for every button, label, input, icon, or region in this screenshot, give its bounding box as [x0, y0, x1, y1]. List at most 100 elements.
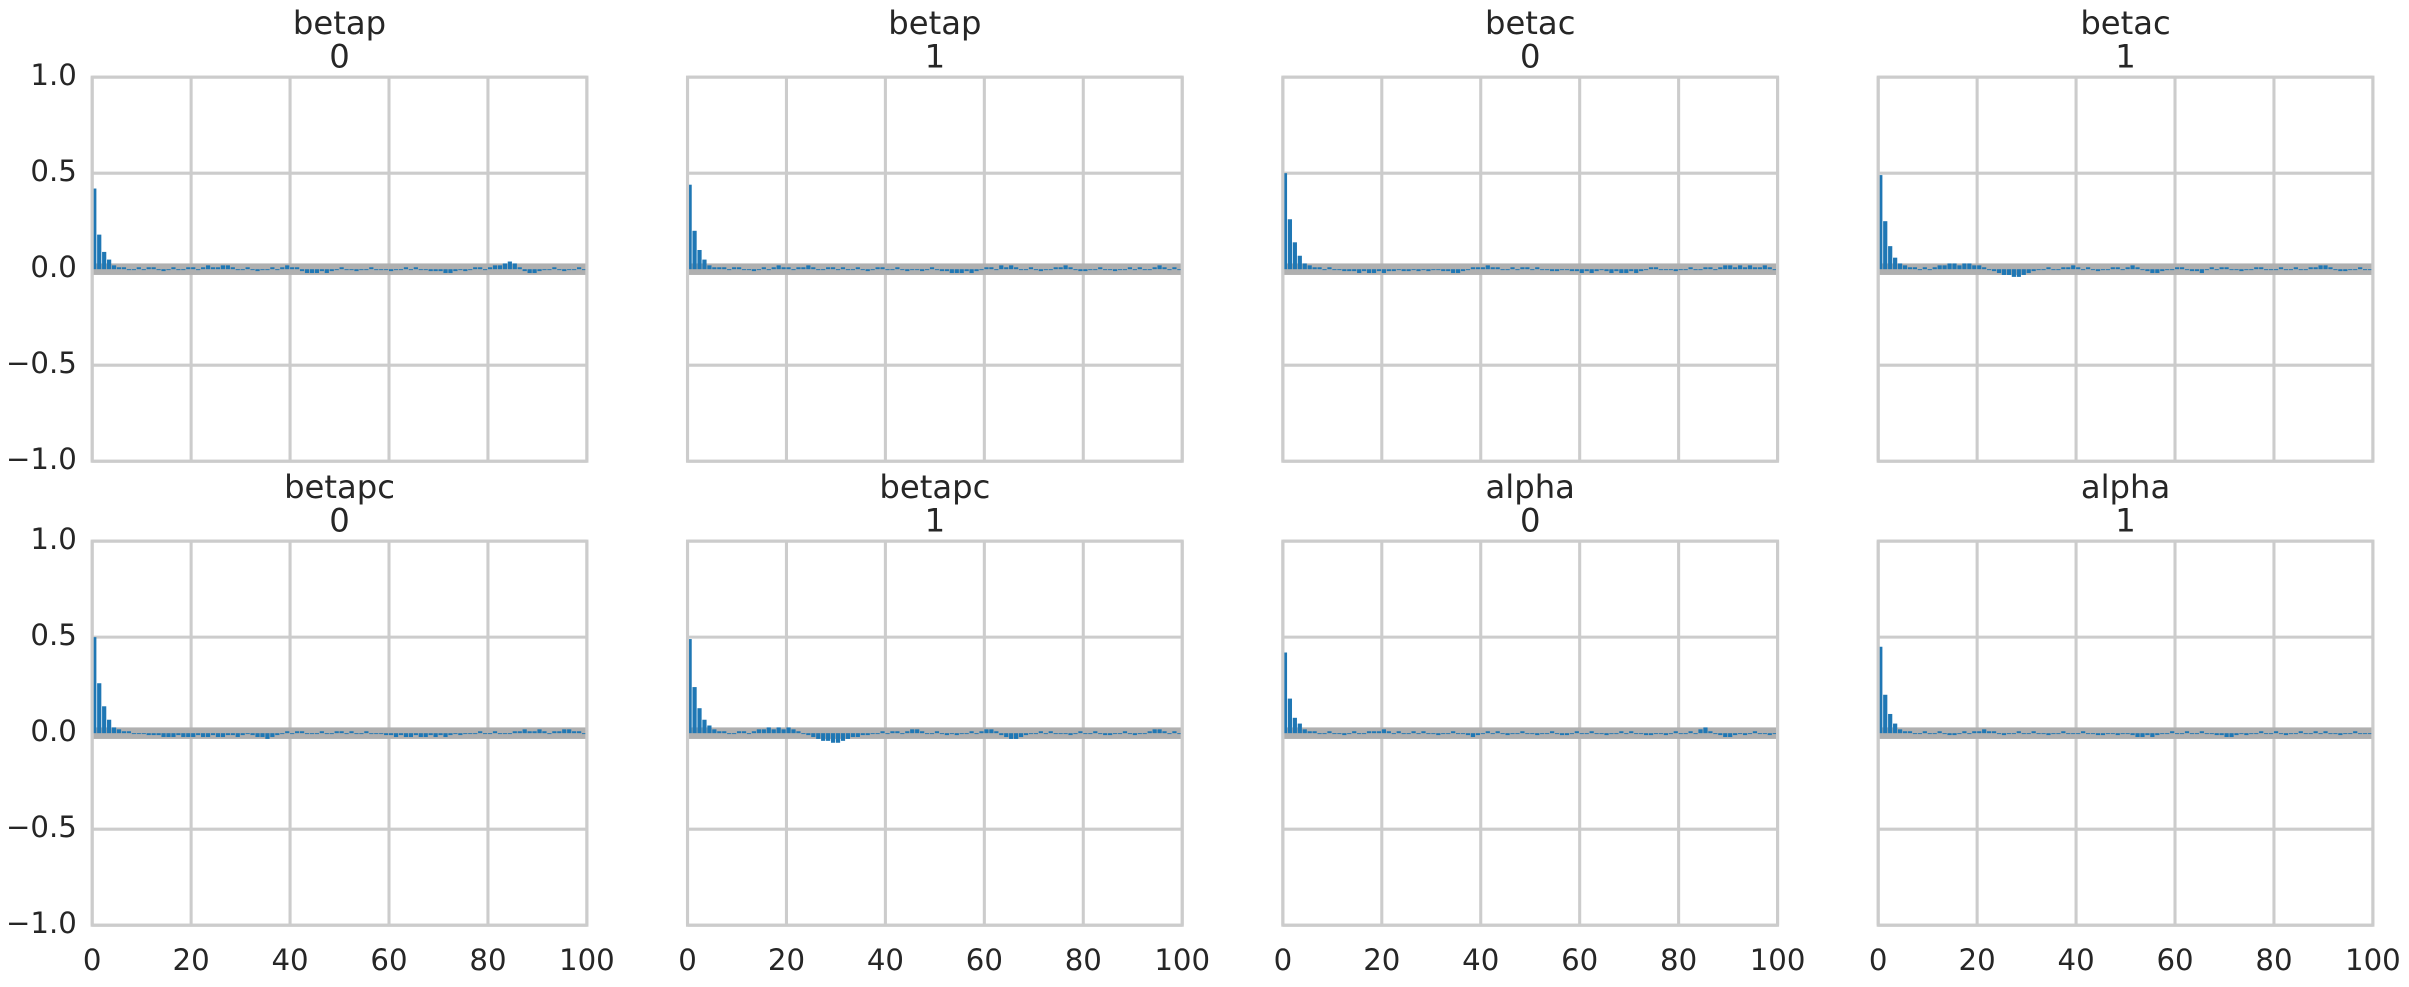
bar — [954, 269, 959, 274]
bar — [492, 731, 498, 734]
bar — [1698, 269, 1703, 271]
bar — [389, 733, 394, 736]
bar — [2184, 731, 2190, 734]
bar — [1172, 267, 1177, 270]
bar — [2348, 269, 2353, 271]
bar — [776, 265, 781, 270]
bar — [1421, 731, 1426, 734]
bar — [939, 269, 945, 272]
bar — [2264, 733, 2269, 735]
bar — [413, 267, 418, 270]
bar — [1177, 733, 1182, 735]
bar — [250, 733, 255, 736]
bar — [1718, 733, 1723, 736]
x-tick-label: 0 — [678, 943, 697, 977]
bar — [2343, 269, 2348, 272]
bar — [1893, 257, 1898, 270]
bar — [423, 269, 428, 271]
bar — [1103, 269, 1108, 271]
bar — [562, 729, 567, 734]
bar — [1883, 221, 1888, 270]
bar — [1737, 733, 1743, 735]
bar — [542, 269, 547, 271]
bar — [576, 267, 582, 270]
bar — [994, 269, 999, 271]
bar — [910, 269, 915, 271]
bar — [781, 267, 786, 270]
bar — [2204, 733, 2209, 735]
bar — [806, 733, 811, 736]
bar — [1033, 269, 1039, 271]
bar — [1451, 269, 1456, 274]
chart-subtitle: 0 — [1520, 38, 1541, 76]
bar — [766, 269, 771, 271]
bar — [920, 731, 925, 734]
bar — [1772, 733, 1777, 735]
bar — [2293, 267, 2298, 270]
bar — [1957, 733, 1962, 735]
bar — [2323, 731, 2328, 734]
bar — [1554, 733, 1560, 735]
bar — [2244, 733, 2249, 736]
bar — [1352, 731, 1357, 734]
bar — [994, 731, 999, 734]
bar — [1922, 267, 1927, 270]
bar — [2036, 733, 2041, 735]
bar — [225, 733, 230, 736]
bar — [984, 267, 989, 270]
bar — [1962, 263, 1967, 270]
bar — [443, 269, 448, 274]
bar — [220, 265, 226, 270]
bar — [92, 637, 97, 734]
bar — [1718, 267, 1723, 270]
bar — [1122, 269, 1128, 271]
bar — [1713, 733, 1718, 735]
bar — [1510, 267, 1515, 270]
chart-title: alpha — [1486, 468, 1575, 506]
x-tick-label: 0 — [83, 943, 102, 977]
bar — [403, 733, 409, 738]
bar — [1401, 733, 1406, 735]
bar — [2056, 733, 2061, 735]
bar — [835, 733, 841, 743]
bar — [1376, 731, 1382, 734]
bar — [1530, 269, 1535, 271]
bar — [1088, 733, 1093, 735]
bar — [924, 733, 930, 735]
bar — [2165, 733, 2170, 735]
bar — [1023, 733, 1029, 736]
bar — [448, 269, 453, 274]
bar — [974, 269, 979, 272]
bar — [2214, 269, 2219, 271]
bar — [290, 267, 295, 270]
bar — [92, 188, 97, 270]
bar — [1559, 733, 1565, 736]
bar — [821, 269, 826, 271]
bar — [285, 265, 290, 270]
bar — [453, 269, 458, 272]
bar — [2046, 267, 2051, 270]
bar — [1441, 269, 1446, 272]
bar — [1362, 269, 1367, 272]
x-tick-label: 60 — [966, 943, 1003, 977]
bar — [1683, 733, 1688, 735]
bar — [964, 733, 969, 735]
bar — [905, 731, 910, 734]
bar — [2219, 267, 2224, 270]
bar — [2308, 733, 2313, 735]
bar — [146, 267, 151, 270]
bar — [1411, 269, 1416, 271]
x-tick-label: 40 — [271, 943, 308, 977]
bar — [2214, 733, 2219, 736]
bar — [384, 269, 389, 271]
bar — [181, 269, 186, 271]
bar — [2031, 269, 2036, 272]
bar — [1157, 729, 1162, 734]
bar — [2170, 731, 2175, 734]
bar — [1014, 267, 1019, 270]
bar — [567, 269, 572, 271]
bar — [131, 733, 136, 735]
bar — [2160, 269, 2165, 272]
bar — [959, 733, 964, 735]
bar — [2353, 269, 2358, 271]
